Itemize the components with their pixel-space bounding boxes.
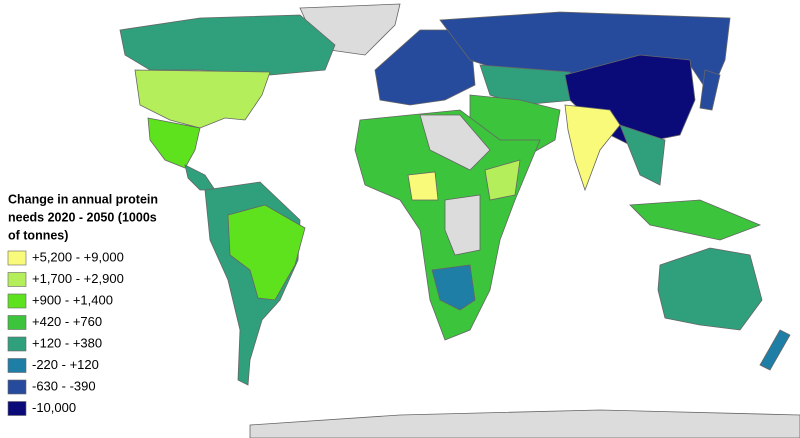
legend: Change in annual protein needs 2020 - 205… bbox=[7, 192, 158, 416]
legend-title: of tonnes) bbox=[8, 228, 68, 242]
legend-label: -220 - +120 bbox=[32, 357, 99, 372]
brazil bbox=[227, 204, 306, 301]
legend-swatch bbox=[7, 272, 27, 287]
nigeria bbox=[407, 171, 439, 201]
central-america bbox=[184, 164, 216, 191]
ethiopia bbox=[484, 159, 521, 201]
legend-title: needs 2020 - 2050 (1000s bbox=[8, 210, 157, 224]
australia bbox=[657, 247, 763, 331]
new-zealand bbox=[759, 329, 791, 371]
antarctica bbox=[249, 409, 800, 438]
europe bbox=[374, 29, 476, 106]
sahara bbox=[419, 114, 491, 171]
legend-label: +1,700 - +2,900 bbox=[32, 271, 124, 286]
legend-swatch bbox=[7, 250, 27, 266]
regions bbox=[119, 3, 800, 438]
legend-swatch bbox=[7, 293, 27, 309]
legend-label: -10,000 bbox=[32, 400, 76, 415]
canada bbox=[119, 14, 336, 76]
legend-swatch bbox=[7, 358, 27, 373]
legend-label: +120 - +380 bbox=[32, 335, 102, 350]
legend-label: -630 - -390 bbox=[32, 378, 96, 393]
india bbox=[564, 104, 621, 192]
legend-swatch bbox=[7, 379, 27, 395]
southern-africa bbox=[431, 264, 476, 311]
mexico bbox=[147, 117, 201, 169]
legend-swatch bbox=[7, 401, 27, 416]
legend-label: +5,200 - +9,000 bbox=[32, 249, 124, 264]
southeast-asia bbox=[619, 124, 666, 186]
legend-label: +900 - +1,400 bbox=[32, 292, 113, 307]
usa bbox=[134, 69, 271, 129]
legend-swatch bbox=[7, 336, 27, 352]
legend-label: +420 - +760 bbox=[32, 314, 102, 329]
japan bbox=[699, 69, 721, 111]
indonesia bbox=[629, 199, 762, 241]
legend-swatch bbox=[7, 315, 27, 330]
congo bbox=[444, 194, 481, 256]
central-asia bbox=[479, 64, 576, 106]
legend-title: Change in annual protein bbox=[8, 192, 158, 206]
